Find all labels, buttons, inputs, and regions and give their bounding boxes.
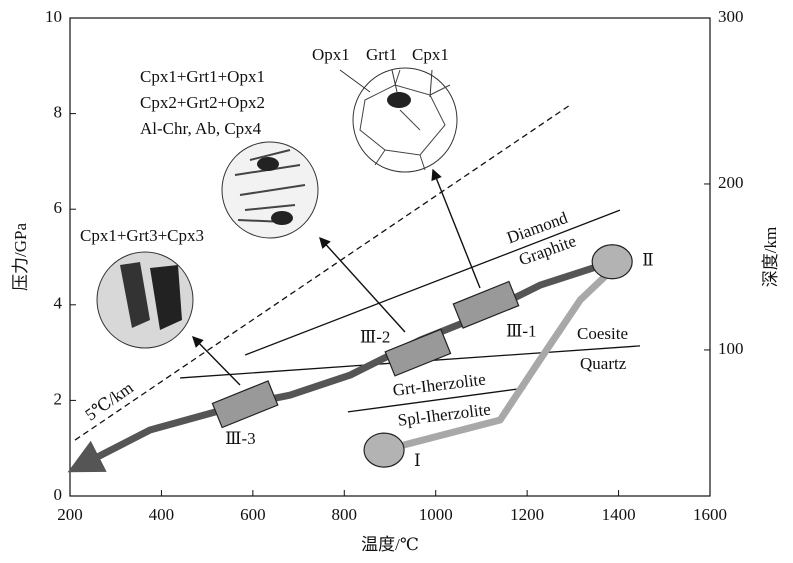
- y2-axis-label: 深度/km: [761, 227, 780, 287]
- stage-label: Ⅱ: [642, 251, 654, 270]
- page: {"chart_data": {"type": "phase-diagram",…: [0, 0, 793, 563]
- annotation: Cpx1+Grt1+Opx1: [140, 67, 265, 86]
- stage-point: [592, 245, 632, 279]
- stage-label: Ⅲ-3: [225, 429, 256, 448]
- stage-label: Ⅲ-1: [506, 322, 537, 341]
- stage-point: [364, 433, 404, 467]
- annotation: Grt1: [366, 45, 397, 64]
- x-tick-label: 1000: [419, 505, 453, 524]
- stage-label: Ⅰ: [414, 451, 421, 470]
- annotation: Coesite: [577, 324, 628, 343]
- y-tick-label: 4: [54, 294, 63, 313]
- y-tick-label: 10: [45, 7, 62, 26]
- y-tick-label: 8: [54, 103, 63, 122]
- y2-tick-label: 200: [718, 173, 744, 192]
- x-tick-label: 1400: [602, 505, 636, 524]
- y-tick-label: 2: [54, 389, 63, 408]
- y2-tick-label: 100: [718, 339, 744, 358]
- y-tick-label: 0: [54, 485, 63, 504]
- x-tick-label: 1200: [510, 505, 544, 524]
- x-tick-label: 400: [149, 505, 175, 524]
- annotation: Quartz: [580, 354, 627, 373]
- y-tick-label: 6: [54, 198, 63, 217]
- y-axis-label: 压力/GPa: [11, 223, 30, 291]
- x-tick-label: 800: [332, 505, 358, 524]
- y2-tick-label: 300: [718, 7, 744, 26]
- stage-box: [385, 329, 450, 376]
- annotation: Al-Chr, Ab, Cpx4: [140, 119, 262, 138]
- chart: 温度/℃ 压力/GPa 深度/km 2004006008001000120014…: [0, 0, 793, 558]
- x-axis-label: 温度/℃: [361, 535, 419, 554]
- x-tick-label: 600: [240, 505, 266, 524]
- stage-label: Ⅲ-2: [360, 328, 391, 347]
- annotation: Cpx1: [412, 45, 449, 64]
- stage-box: [212, 381, 277, 428]
- annotation: Opx1: [312, 45, 350, 64]
- annotation: Cpx1+Grt3+Cpx3: [80, 226, 204, 245]
- x-tick-label: 1600: [693, 505, 727, 524]
- annotation: Cpx2+Grt2+Opx2: [140, 93, 265, 112]
- x-tick-label: 200: [57, 505, 83, 524]
